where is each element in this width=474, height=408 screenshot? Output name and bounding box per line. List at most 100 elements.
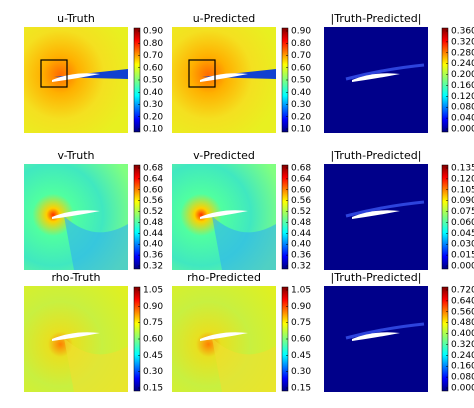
colorbar-label: 0.480 xyxy=(451,318,474,328)
colorbar-label: 0.50 xyxy=(143,76,163,86)
colorbar-label: 0.60 xyxy=(291,63,311,73)
colorbar-label: 0.080 xyxy=(451,373,474,383)
colorbar-label: 0.60 xyxy=(143,185,163,195)
colorbar-label: 0.000 xyxy=(451,384,474,394)
airfoil xyxy=(52,73,100,82)
field-plot xyxy=(172,27,276,133)
colorbar-label: 0.44 xyxy=(143,229,163,239)
colorbar-label: 0.48 xyxy=(291,218,311,228)
colorbar-label: 0.40 xyxy=(143,88,163,98)
colorbar-label: 0.15 xyxy=(143,384,163,394)
colorbar-label: 0.64 xyxy=(143,174,163,184)
colorbar-label: 0.20 xyxy=(143,112,163,122)
colorbar-label: 0.000 xyxy=(451,262,474,272)
colorbar-label: 0.090 xyxy=(451,196,474,206)
zoom-box xyxy=(188,59,216,88)
colorbar-label: 0.44 xyxy=(291,229,311,239)
colorbar-label: 0.20 xyxy=(291,112,311,122)
colorbar-label: 0.90 xyxy=(143,302,163,312)
colorbar-label: 0.40 xyxy=(291,240,311,250)
panel-title: rho-Predicted xyxy=(187,271,261,284)
colorbar-label: 0.68 xyxy=(291,164,311,174)
field-plot xyxy=(24,27,128,133)
colorbar-label: 0.75 xyxy=(143,318,163,328)
colorbar-label: 0.56 xyxy=(291,196,311,206)
field-plot xyxy=(324,27,428,133)
colorbar-label: 0.60 xyxy=(143,63,163,73)
error-streak xyxy=(345,322,425,340)
panel-title: u-Predicted xyxy=(193,12,256,25)
colorbar-label: 0.160 xyxy=(451,362,474,372)
colorbar-label: 0.30 xyxy=(143,367,163,377)
colorbar-label: 0.36 xyxy=(143,251,163,261)
panels: u-Truth 0.90 0.80 0.70 0.60 0.50 0.40 0.30 0.20 0… xyxy=(24,12,474,394)
colorbar-label: 0.68 xyxy=(143,164,163,174)
colorbar xyxy=(281,164,289,270)
colorbar-label: 0.48 xyxy=(143,218,163,228)
error-streak xyxy=(345,63,425,81)
colorbar-label: 0.60 xyxy=(291,335,311,345)
colorbar-label: 0.15 xyxy=(291,384,311,394)
colorbar-label: 0.080 xyxy=(451,103,474,113)
airfoil xyxy=(200,332,248,341)
colorbar-label: 0.105 xyxy=(451,185,474,195)
colorbar xyxy=(133,164,141,270)
colorbar-label: 0.30 xyxy=(143,100,163,110)
colorbar-label: 0.70 xyxy=(291,51,311,61)
colorbar-label: 0.120 xyxy=(451,174,474,184)
panel-title: u-Truth xyxy=(57,12,95,25)
colorbar-label: 0.90 xyxy=(291,27,311,37)
colorbar-label: 0.060 xyxy=(451,218,474,228)
colorbar-label: 0.320 xyxy=(451,340,474,350)
field-plot xyxy=(324,286,428,392)
panel-title: |Truth-Predicted| xyxy=(331,12,422,25)
field-band xyxy=(212,216,276,270)
colorbar-label: 0.160 xyxy=(451,81,474,91)
colorbar-label: 0.320 xyxy=(451,37,474,47)
colorbar-label: 0.80 xyxy=(143,39,163,49)
colorbar-label: 0.75 xyxy=(291,318,311,328)
panel-title: |Truth-Predicted| xyxy=(331,149,422,162)
colorbar-label: 0.90 xyxy=(291,302,311,312)
colorbar-label: 0.80 xyxy=(291,39,311,49)
colorbar-label: 0.45 xyxy=(291,351,311,361)
colorbar-label: 0.120 xyxy=(451,92,474,102)
colorbar-label: 0.10 xyxy=(143,125,163,135)
colorbar-label: 0.560 xyxy=(451,307,474,317)
colorbar-label: 0.56 xyxy=(143,196,163,206)
field-band xyxy=(212,338,276,392)
colorbar-label: 0.45 xyxy=(143,351,163,361)
colorbar-label: 0.280 xyxy=(451,48,474,58)
colorbar-label: 0.240 xyxy=(451,351,474,361)
colorbar-label: 0.040 xyxy=(451,114,474,124)
colorbar-label: 0.52 xyxy=(143,207,163,217)
colorbar-label: 0.52 xyxy=(291,207,311,217)
panel-title: |Truth-Predicted| xyxy=(331,271,422,284)
colorbar-label: 0.90 xyxy=(143,27,163,37)
colorbar-label: 0.240 xyxy=(451,59,474,69)
airfoil xyxy=(352,73,400,82)
zoom-box xyxy=(40,59,68,88)
field-band xyxy=(64,216,128,270)
colorbar-label: 0.000 xyxy=(451,125,474,135)
colorbar-label: 0.045 xyxy=(451,229,474,239)
colorbar-label: 0.60 xyxy=(143,335,163,345)
airfoil xyxy=(52,332,100,341)
colorbar-label: 0.60 xyxy=(291,185,311,195)
error-streak xyxy=(345,200,425,218)
colorbar-label: 0.360 xyxy=(451,27,474,37)
colorbar xyxy=(441,27,449,133)
colorbar-label: 0.030 xyxy=(451,240,474,250)
airfoil xyxy=(352,332,400,341)
airfoil xyxy=(52,210,100,219)
colorbar-label: 0.135 xyxy=(451,164,474,174)
colorbar-label: 0.720 xyxy=(451,286,474,296)
colorbar xyxy=(441,286,449,392)
airfoil xyxy=(200,73,248,82)
colorbar-label: 0.70 xyxy=(143,51,163,61)
colorbar-label: 1.05 xyxy=(291,286,311,296)
colorbar-label: 0.30 xyxy=(291,367,311,377)
airfoil xyxy=(352,210,400,219)
colorbar-label: 0.50 xyxy=(291,76,311,86)
